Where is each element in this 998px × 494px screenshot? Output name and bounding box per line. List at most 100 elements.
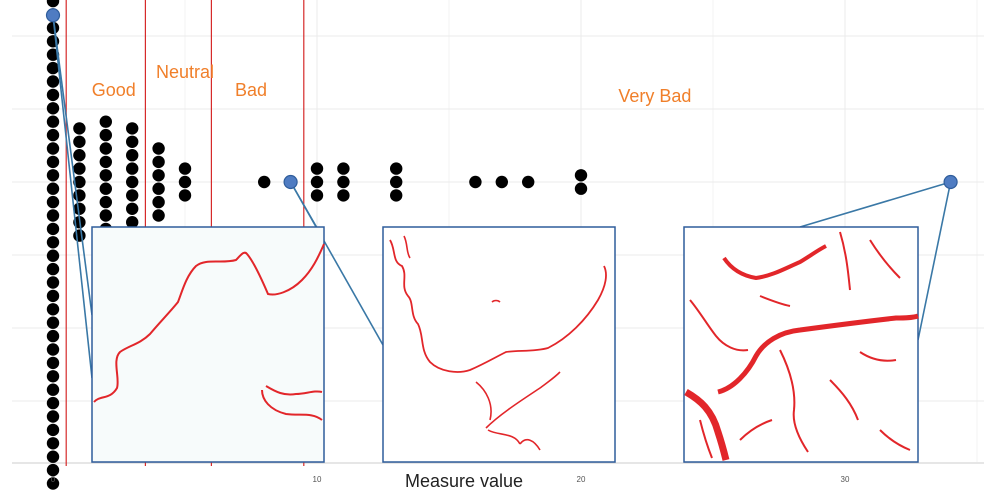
inset-2-contour	[389, 239, 607, 373]
dot-mark	[152, 195, 165, 209]
connector-line	[289, 181, 384, 346]
dot-mark	[46, 169, 60, 182]
dot-mark	[126, 135, 139, 148]
dot-mark	[99, 142, 113, 155]
highlighted-point	[45, 8, 61, 23]
dot-mark	[46, 289, 60, 303]
dot-mark	[46, 410, 60, 423]
connector-line	[52, 15, 93, 379]
dot-mark	[99, 155, 113, 169]
dot-mark	[46, 115, 60, 128]
dot-mark	[99, 209, 113, 222]
dot-mark	[310, 162, 324, 175]
dot-mark	[73, 162, 86, 175]
region-labels: Good Neutral Bad Very Bad	[92, 62, 692, 106]
dot-mark	[46, 222, 60, 236]
dot-mark	[126, 189, 139, 202]
dot-mark	[46, 236, 60, 249]
dot-mark	[126, 162, 139, 175]
inset-3-contour-thin	[689, 231, 911, 459]
dot-mark	[46, 0, 60, 8]
x-axis-label: Measure value	[405, 471, 523, 491]
dot-mark	[390, 175, 403, 189]
dot-mark	[310, 189, 324, 202]
dot-mark	[46, 477, 60, 490]
dot-mark	[46, 356, 60, 370]
dot-mark	[178, 175, 192, 189]
region-label: Neutral	[156, 62, 214, 82]
connector-line	[799, 181, 951, 228]
inset-3-contour-upper	[722, 244, 827, 281]
dot-mark	[46, 329, 60, 343]
dot-mark	[337, 162, 350, 175]
dot-mark	[390, 162, 403, 175]
dot-mark	[178, 162, 192, 175]
dot-mark	[46, 88, 60, 102]
dot-mark	[46, 450, 60, 463]
dot-mark	[574, 182, 588, 195]
dot-mark	[46, 423, 60, 437]
dot-mark	[73, 122, 86, 135]
dot-mark	[46, 437, 60, 450]
inset-1-contour	[93, 243, 325, 403]
dot-mark	[152, 142, 165, 155]
dot-mark	[258, 175, 271, 189]
highlighted-point	[943, 174, 958, 190]
connector-line	[52, 15, 93, 316]
dot-mark	[46, 303, 60, 316]
dot-mark	[310, 175, 324, 189]
dot-mark	[46, 383, 60, 396]
dot-mark	[46, 195, 60, 209]
dot-mark	[99, 195, 113, 209]
dot-mark	[46, 343, 60, 356]
dot-mark	[46, 209, 60, 222]
dot-mark	[46, 142, 60, 155]
dot-mark	[73, 175, 86, 189]
region-label: Good	[92, 80, 136, 100]
x-axis-ticks: 0 10 20 30	[51, 475, 850, 484]
dot-mark	[46, 262, 60, 276]
inset-image-1	[91, 226, 325, 463]
dot-mark	[152, 155, 165, 169]
x-tick-label: 20	[577, 475, 586, 484]
dot-mark	[46, 463, 60, 477]
dot-mark	[178, 189, 192, 202]
dot-mark	[46, 102, 60, 115]
dot-mark	[126, 216, 139, 229]
dot-mark	[46, 128, 60, 142]
dot-mark	[46, 75, 60, 88]
dot-mark	[495, 175, 508, 189]
dot-mark	[46, 396, 60, 410]
dot-marks	[46, 0, 588, 490]
dot-mark	[46, 21, 60, 35]
dot-mark	[337, 189, 350, 202]
x-tick-label: 10	[313, 475, 322, 484]
dot-mark	[99, 169, 113, 182]
dot-mark	[574, 169, 588, 182]
dot-mark	[126, 202, 139, 215]
inset-3-contour-thick	[684, 388, 730, 461]
dot-mark	[73, 229, 86, 242]
dot-mark	[73, 149, 86, 162]
dot-mark	[46, 249, 60, 262]
dot-mark	[390, 189, 403, 202]
dot-mark	[152, 182, 165, 195]
dot-mark	[152, 169, 165, 182]
dot-mark	[46, 370, 60, 383]
dot-mark	[522, 175, 535, 189]
dot-mark	[99, 128, 113, 142]
x-tick-label: 30	[841, 475, 850, 484]
dot-mark	[99, 115, 113, 128]
dot-mark	[46, 276, 60, 289]
dot-mark	[337, 175, 350, 189]
dot-mark	[99, 182, 113, 195]
inset-image-2	[382, 226, 616, 463]
x-tick-label: 0	[51, 475, 56, 484]
dot-mark	[126, 175, 139, 189]
dot-mark	[46, 316, 60, 329]
dot-mark	[46, 61, 60, 75]
dot-mark	[73, 189, 86, 202]
connector-line	[917, 181, 952, 341]
dot-mark	[46, 155, 60, 169]
